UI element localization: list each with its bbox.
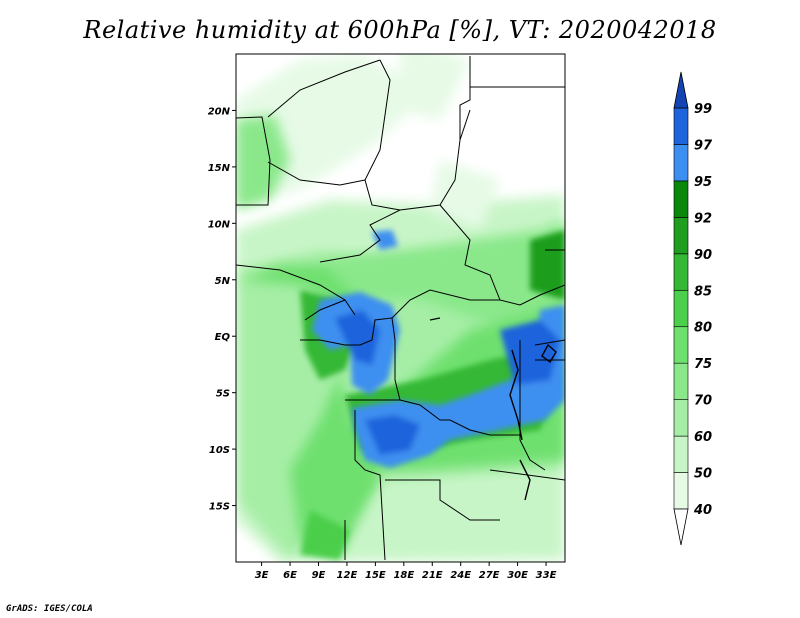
colorbar-label: 80 — [694, 321, 712, 336]
lon-label: 24E — [450, 570, 471, 581]
lon-label: 3E — [255, 570, 269, 581]
lat-label: 10N — [208, 219, 231, 230]
colorbar-label: 75 — [694, 357, 712, 372]
colorbar-label: 40 — [693, 503, 712, 518]
colorbar-label: 70 — [694, 394, 712, 409]
colorbar-segment — [673, 326, 689, 364]
lon-label: 12E — [337, 570, 358, 581]
colorbar-label: 99 — [694, 102, 712, 117]
colorbar-label: 90 — [694, 248, 712, 263]
latitude-labels: 20N 15N 10N 5N EQ 5S 10S 15S — [208, 106, 236, 513]
colorbar-upper-triangle — [673, 71, 689, 109]
lat-label: 10S — [209, 445, 230, 456]
colorbar-lower-triangle — [673, 508, 689, 546]
colorbar-label: 85 — [694, 284, 712, 299]
longitude-labels: 3E 6E 9E 12E 15E 18E 21E 24E 27E 30E 33E — [255, 562, 557, 581]
colorbar-label: 97 — [694, 138, 713, 153]
lon-label: 21E — [422, 570, 443, 581]
colorbar-label: 50 — [694, 467, 712, 482]
lat-label: 5S — [216, 389, 230, 400]
lon-label: 27E — [479, 570, 500, 581]
lon-label: 15E — [365, 570, 386, 581]
lon-label: 18E — [393, 570, 414, 581]
colorbar-segment — [673, 399, 689, 437]
colorbar-segment — [673, 435, 689, 473]
colorbar-segment — [673, 362, 689, 400]
colorbar-label: 60 — [694, 430, 712, 445]
colorbar-label: 95 — [694, 175, 712, 190]
colorbar-segment — [673, 180, 689, 218]
lat-label: 5N — [215, 276, 231, 287]
lat-label: 15S — [209, 502, 230, 513]
lon-label: 33E — [536, 570, 557, 581]
colorbar-segment — [673, 144, 689, 182]
lon-label: 30E — [507, 570, 528, 581]
colorbar: 40 50 60 70 75 80 85 90 92 95 97 99 — [673, 71, 713, 546]
colorbar-segment — [673, 217, 689, 255]
colorbar-segment — [673, 472, 689, 510]
lon-label: 9E — [312, 570, 326, 581]
colorbar-segment — [673, 107, 689, 145]
colorbar-segment — [673, 253, 689, 291]
grads-credit: GrADS: IGES/COLA — [6, 604, 93, 614]
map-frame — [235, 53, 566, 563]
humidity-field — [236, 54, 565, 562]
map-title: Relative humidity at 600hPa [%], VT: 202… — [83, 16, 717, 44]
lat-label: 20N — [208, 106, 231, 117]
colorbar-label: 92 — [694, 211, 712, 226]
colorbar-segment — [673, 289, 689, 328]
lat-label: 15N — [208, 163, 231, 174]
lat-label: EQ — [215, 332, 231, 343]
lon-label: 6E — [283, 570, 297, 581]
